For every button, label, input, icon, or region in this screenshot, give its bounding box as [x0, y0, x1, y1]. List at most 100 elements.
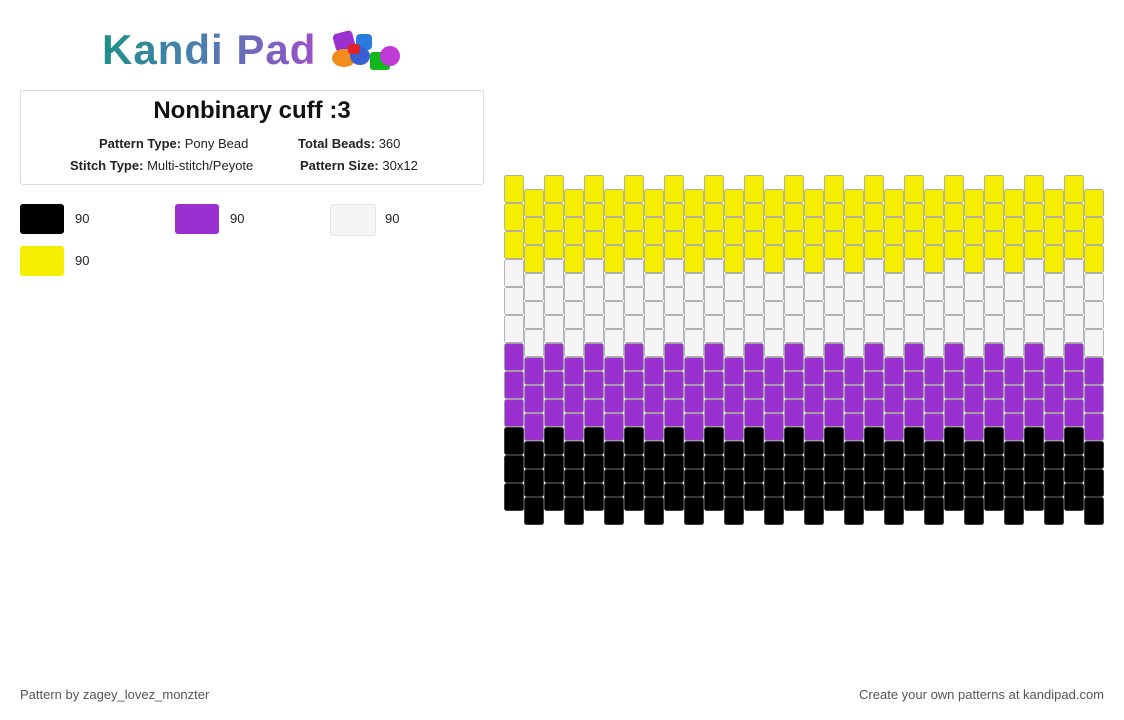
- bead: [504, 483, 524, 511]
- bead: [764, 329, 784, 357]
- bead: [964, 357, 984, 385]
- bead: [584, 259, 604, 287]
- bead: [1024, 371, 1044, 399]
- bead: [1024, 399, 1044, 427]
- bead: [544, 343, 564, 371]
- logo-icon: [332, 30, 400, 70]
- bead: [704, 483, 724, 511]
- bead: [704, 399, 724, 427]
- bead: [584, 287, 604, 315]
- bead: [1064, 231, 1084, 259]
- bead: [1004, 357, 1024, 385]
- bead: [844, 497, 864, 525]
- bead: [724, 217, 744, 245]
- bead: [864, 287, 884, 315]
- bead: [844, 329, 864, 357]
- bead: [564, 357, 584, 385]
- bead: [664, 231, 684, 259]
- bead: [584, 315, 604, 343]
- bead: [544, 455, 564, 483]
- bead: [604, 273, 624, 301]
- bead: [1024, 231, 1044, 259]
- bead: [1064, 455, 1084, 483]
- bead: [644, 469, 664, 497]
- bead: [1004, 385, 1024, 413]
- bead: [604, 301, 624, 329]
- bead: [1004, 497, 1024, 525]
- bead: [844, 357, 864, 385]
- bead: [1044, 385, 1064, 413]
- bead: [824, 399, 844, 427]
- bead: [784, 455, 804, 483]
- bead: [544, 427, 564, 455]
- bead: [984, 371, 1004, 399]
- bead: [804, 329, 824, 357]
- bead: [1084, 497, 1104, 525]
- bead: [984, 287, 1004, 315]
- bead: [804, 413, 824, 441]
- bead: [664, 371, 684, 399]
- bead: [724, 301, 744, 329]
- logo[interactable]: Kandi Pad: [102, 26, 317, 73]
- bead: [644, 329, 664, 357]
- bead: [1064, 315, 1084, 343]
- bead: [1024, 455, 1044, 483]
- bead: [544, 287, 564, 315]
- bead: [764, 245, 784, 273]
- bead: [944, 455, 964, 483]
- bead: [824, 343, 844, 371]
- bead: [544, 175, 564, 203]
- bead: [644, 441, 664, 469]
- bead: [704, 427, 724, 455]
- bead: [984, 483, 1004, 511]
- bead: [784, 315, 804, 343]
- bead: [1044, 273, 1064, 301]
- bead: [744, 231, 764, 259]
- bead: [964, 385, 984, 413]
- bead: [584, 231, 604, 259]
- bead: [524, 497, 544, 525]
- bead: [684, 217, 704, 245]
- bead: [744, 259, 764, 287]
- bead: [924, 273, 944, 301]
- bead: [1004, 469, 1024, 497]
- bead: [984, 231, 1004, 259]
- bead: [544, 259, 564, 287]
- bead: [764, 441, 784, 469]
- bead: [884, 497, 904, 525]
- bead: [864, 315, 884, 343]
- bead: [904, 399, 924, 427]
- bead: [924, 329, 944, 357]
- bead: [724, 329, 744, 357]
- bead: [884, 469, 904, 497]
- bead: [984, 427, 1004, 455]
- bead: [964, 469, 984, 497]
- bead: [924, 497, 944, 525]
- bead: [904, 315, 924, 343]
- promo[interactable]: Create your own patterns at kandipad.com: [859, 687, 1104, 702]
- bead: [944, 343, 964, 371]
- bead: [864, 259, 884, 287]
- bead: [684, 385, 704, 413]
- bead: [644, 301, 664, 329]
- bead: [1024, 427, 1044, 455]
- bead: [944, 399, 964, 427]
- bead: [604, 413, 624, 441]
- bead: [524, 217, 544, 245]
- title: Nonbinary cuff :3: [153, 97, 351, 124]
- bead: [1024, 175, 1044, 203]
- swatch: [175, 204, 219, 234]
- bead: [1084, 441, 1104, 469]
- bead: [584, 427, 604, 455]
- bead: [924, 357, 944, 385]
- bead: [564, 217, 584, 245]
- bead: [944, 315, 964, 343]
- bead: [1044, 413, 1064, 441]
- bead: [804, 385, 824, 413]
- bead: [884, 385, 904, 413]
- bead: [824, 455, 844, 483]
- bead: [864, 371, 884, 399]
- bead: [904, 259, 924, 287]
- bead: [704, 455, 724, 483]
- bead: [1064, 399, 1084, 427]
